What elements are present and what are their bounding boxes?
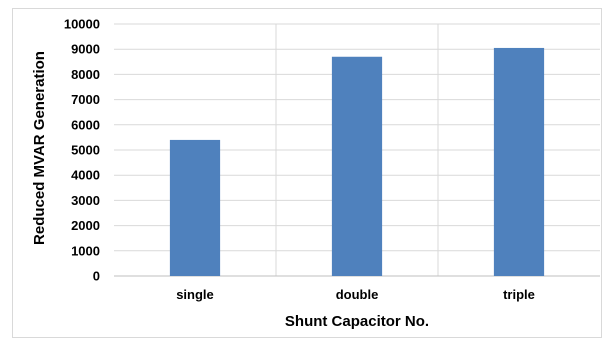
bar-triple [493, 47, 545, 276]
y-tick-label: 7000 [71, 92, 100, 107]
y-tick-label: 1000 [71, 243, 100, 258]
y-tick-label: 3000 [71, 193, 100, 208]
y-tick-label: 2000 [71, 218, 100, 233]
y-tick-label: 10000 [64, 17, 100, 32]
y-tick-label: 9000 [71, 42, 100, 57]
y-tick-label: 5000 [71, 143, 100, 158]
y-tick-label: 0 [93, 269, 100, 284]
x-axis-title: Shunt Capacitor No. [285, 313, 429, 330]
y-tick-label: 4000 [71, 168, 100, 183]
y-tick-label: 8000 [71, 67, 100, 82]
x-tick-label-double: double [336, 287, 379, 302]
bars [169, 47, 545, 277]
x-tick-label-triple: triple [503, 287, 535, 302]
x-tick-label-single: single [176, 287, 214, 302]
y-tick-label: 6000 [71, 117, 100, 132]
bar-single [169, 139, 221, 276]
y-axis-title: Reduced MVAR Generation [31, 51, 48, 245]
x-tick-labels: single double triple [176, 287, 535, 302]
bar-double [331, 56, 383, 277]
y-tick-labels: 0 1000 2000 3000 4000 5000 6000 7000 8000 9000 100… [64, 17, 100, 284]
